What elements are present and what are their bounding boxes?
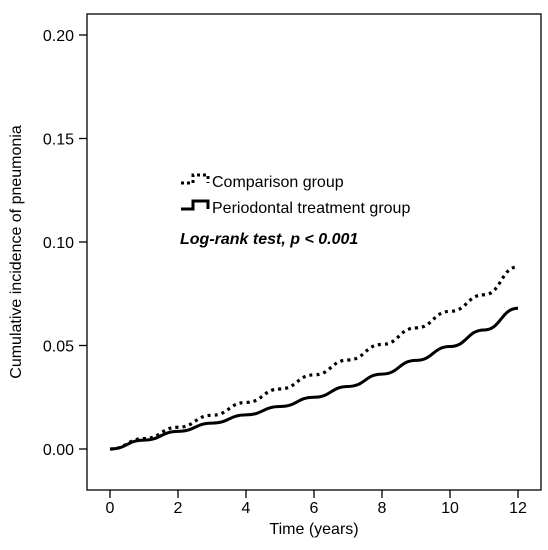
series-line-periodontal [109, 306, 519, 451]
x-tick-label: 6 [310, 500, 319, 517]
legend-label-periodontal: Periodontal treatment group [212, 200, 410, 217]
x-tick-label: 0 [106, 500, 115, 517]
plot-frame [86, 13, 542, 491]
y-axis-title: Cumulative incidence of pneumonia [8, 125, 25, 379]
legend-label-comparison: Comparison group [212, 174, 344, 191]
series-line-comparison [109, 265, 519, 451]
y-tick-label: 0.15 [43, 132, 74, 149]
y-tick-label: 0.00 [43, 442, 74, 459]
y-tick-label: 0.20 [43, 28, 74, 45]
x-tick-label: 8 [378, 500, 387, 517]
x-tick-label: 12 [509, 500, 527, 517]
logrank-annotation: Log-rank test, p < 0.001 [180, 231, 358, 248]
x-tick-label: 4 [242, 500, 251, 517]
legend: Comparison group Periodontal treatment g… [181, 173, 410, 217]
x-axis-title: Time (years) [269, 521, 358, 538]
series-lines [109, 265, 519, 451]
x-axis: 0 2 4 6 8 10 12 [106, 490, 527, 517]
legend-swatch-comparison [181, 173, 210, 185]
y-axis: 0.00 0.05 0.10 0.15 0.20 [43, 28, 87, 459]
y-tick-label: 0.10 [43, 235, 74, 252]
legend-swatch-periodontal [181, 199, 210, 211]
x-tick-label: 10 [441, 500, 459, 517]
x-tick-label: 2 [174, 500, 183, 517]
y-tick-label: 0.05 [43, 339, 74, 356]
